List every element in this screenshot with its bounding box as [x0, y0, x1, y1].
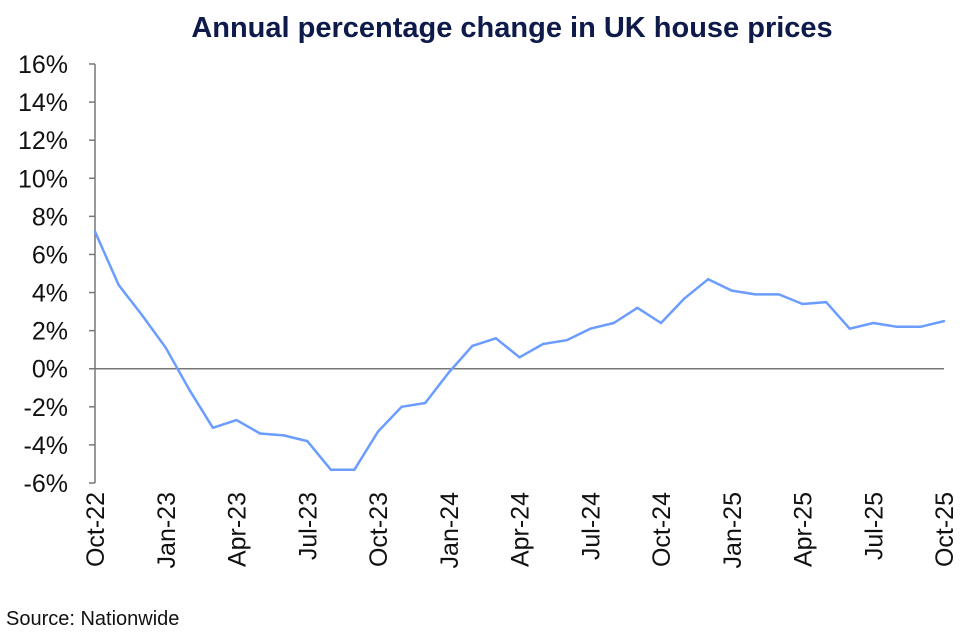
x-tick-label: Oct-22: [82, 492, 110, 567]
data-point: [329, 468, 333, 471]
x-tick-label: Jul-23: [294, 492, 322, 560]
data-point: [754, 293, 757, 296]
data-point: [942, 319, 946, 323]
data-point: [494, 337, 498, 340]
data-point: [541, 342, 545, 346]
data-point: [211, 426, 215, 429]
x-tick-label: Oct-25: [931, 492, 959, 567]
data-point: [353, 468, 356, 471]
data-point: [824, 300, 828, 304]
y-tick-label: 10%: [18, 165, 68, 193]
x-tick-label: Jan-24: [436, 492, 464, 569]
data-point: [258, 432, 262, 435]
y-tick-label: 16%: [18, 51, 68, 79]
data-point: [306, 439, 309, 443]
x-tick-label: Oct-23: [365, 492, 393, 567]
data-point: [636, 306, 639, 309]
x-tick-label: Jul-24: [577, 492, 605, 560]
data-point: [400, 405, 403, 409]
data-point: [919, 325, 922, 329]
y-tick-label: 12%: [18, 127, 68, 155]
y-tick-label: 4%: [32, 280, 68, 308]
data-point: [730, 289, 733, 292]
data-point: [659, 321, 663, 325]
y-tick-label: 14%: [18, 89, 68, 117]
data-point: [518, 356, 521, 359]
x-tick-label: Jan-25: [719, 492, 747, 568]
data-point: [706, 278, 710, 281]
x-tick-label: Apr-25: [790, 492, 818, 567]
data-point: [565, 338, 568, 342]
source-note: Source: Nationwide: [6, 608, 180, 630]
data-point: [589, 327, 592, 330]
series-line: [93, 231, 945, 471]
data-point: [777, 293, 781, 296]
x-tick-label: Jul-25: [860, 492, 888, 560]
data-point: [376, 430, 380, 433]
data-point: [140, 314, 144, 317]
data-point: [683, 297, 686, 300]
data-point: [801, 302, 804, 306]
data-point: [423, 401, 427, 405]
y-tick-label: -2%: [24, 394, 68, 422]
data-point: [282, 434, 285, 437]
x-tick-label: Oct-24: [648, 492, 676, 567]
y-tick-label: -4%: [24, 432, 68, 460]
x-tick-label: Apr-24: [507, 492, 535, 567]
data-point: [471, 344, 474, 348]
y-tick-label: 0%: [32, 356, 68, 384]
data-point: [188, 388, 191, 391]
data-point: [164, 346, 167, 349]
chart-title: Annual percentage change in UK house pri…: [191, 12, 833, 44]
x-tick-label: Apr-23: [224, 492, 252, 567]
data-point: [848, 327, 851, 330]
x-tick-label: Jan-23: [153, 492, 181, 568]
data-point: [235, 418, 238, 422]
data-point: [117, 283, 120, 287]
data-point: [93, 230, 97, 233]
data-point: [447, 371, 450, 374]
data-point: [895, 325, 899, 329]
y-tick-label: 2%: [32, 318, 68, 346]
data-point: [872, 321, 875, 325]
y-tick-label: 6%: [32, 241, 68, 269]
y-tick-label: -6%: [24, 470, 68, 498]
y-tick-label: 8%: [32, 203, 68, 231]
data-point: [612, 321, 616, 325]
